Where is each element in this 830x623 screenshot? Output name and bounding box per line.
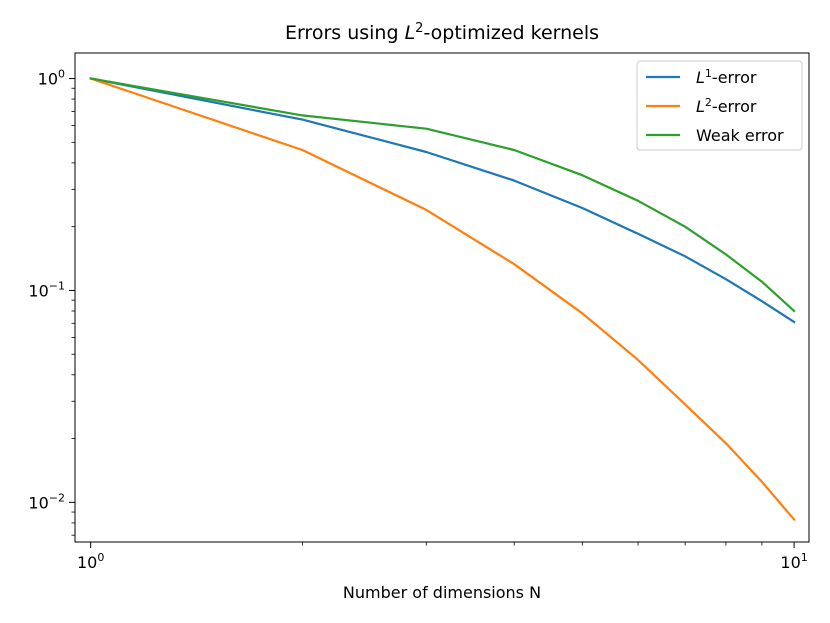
x-axis-title: Number of dimensions N <box>343 583 541 602</box>
y-tick-label: 10−1 <box>28 279 65 300</box>
legend-label-1: L1-error <box>696 67 757 87</box>
legend-label-3: Weak error <box>696 126 784 145</box>
plot-frame <box>74 52 810 543</box>
series-layer <box>89 77 796 522</box>
y-tick-label: 100 <box>38 68 65 89</box>
series-line-3 <box>89 77 796 313</box>
series-line-2 <box>89 77 796 522</box>
legend: L1-error L2-error Weak error <box>636 60 803 151</box>
y-axis-ticks: 100 10−1 10−2 <box>28 68 75 536</box>
legend-label-2: L2-error <box>696 96 757 116</box>
series-line-1 <box>89 77 796 324</box>
y-tick-label: 10−2 <box>28 491 65 512</box>
legend-frame <box>636 60 803 151</box>
x-tick-label: 101 <box>780 551 807 572</box>
x-tick-label: 100 <box>77 551 104 572</box>
chart-title: Errors using L2-optimized kernels <box>285 21 599 44</box>
x-axis-ticks: 100 101 <box>77 542 808 572</box>
